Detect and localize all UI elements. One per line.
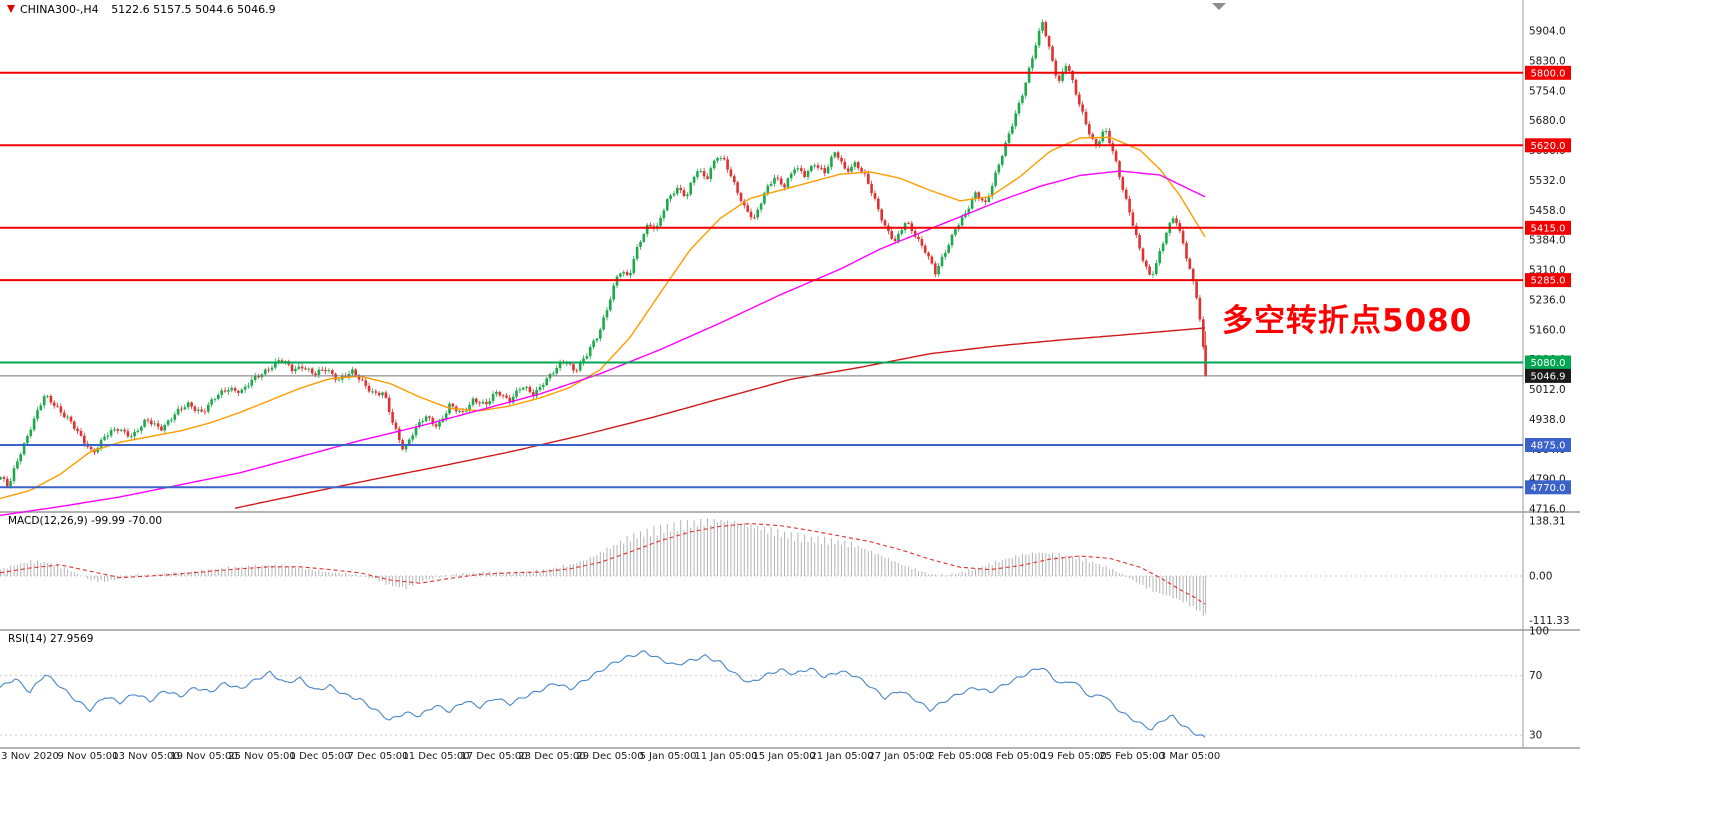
- price-axis-label: 4716.0: [1529, 504, 1566, 516]
- panel-frame: [0, 0, 1580, 749]
- ma-slow-red: [234, 327, 1206, 509]
- price-tags-layer: 5800.0 5620.0 5415.0 5285.0 5080.0 4875.0 4770…: [1525, 65, 1571, 495]
- price-axis-label: 5458.0: [1529, 205, 1566, 217]
- svg-text:5800.0: 5800.0: [1531, 68, 1566, 79]
- macd-axis-label: -111.33: [1529, 615, 1570, 627]
- macd-signal-line: [0, 523, 1206, 605]
- time-axis-label: 15 Jan 05:00: [752, 751, 815, 762]
- price-tag-4770.0: 4770.0: [1525, 480, 1571, 495]
- price-axis-label: 5830.0: [1529, 55, 1566, 67]
- svg-text:5415.0: 5415.0: [1531, 223, 1566, 234]
- svg-text:5620.0: 5620.0: [1531, 141, 1566, 152]
- time-axis-label: 17 Dec 05:00: [460, 751, 527, 762]
- rsi-indicator-label: RSI(14) 27.9569: [8, 633, 94, 645]
- rsi-line: [0, 650, 1206, 738]
- time-axis-label: 25 Feb 05:00: [1099, 751, 1165, 762]
- price-axis-label: 4938.0: [1529, 414, 1566, 426]
- symbol-info-bar: CHINA300-,H4 5122.6 5157.5 5044.6 5046.9: [20, 3, 276, 16]
- price-tag-5046.9: 5046.9: [1525, 368, 1571, 383]
- time-axis-label: 27 Jan 05:00: [868, 751, 931, 762]
- time-axis-label: 21 Jan 05:00: [810, 751, 873, 762]
- bar-shift-marker-icon[interactable]: [1212, 3, 1226, 10]
- turning-point-annotation: 多空转折点5080: [1222, 303, 1473, 339]
- time-axis-label: 9 Nov 05:00: [57, 751, 118, 762]
- price-tag-4875.0: 4875.0: [1525, 438, 1571, 452]
- ohlc-values: 5122.6 5157.5 5044.6 5046.9: [111, 3, 276, 16]
- time-axis-label: 13 Nov 05:00: [112, 751, 179, 762]
- price-axis-label: 5384.0: [1529, 235, 1566, 247]
- rsi-axis-label: 100: [1529, 626, 1549, 638]
- macd-axis-label: 138.31: [1529, 515, 1566, 527]
- svg-text:4875.0: 4875.0: [1531, 441, 1566, 452]
- ma-fast-orange: [0, 136, 1206, 500]
- ma-mid-magenta: [0, 170, 1206, 517]
- price-tag-5800.0: 5800.0: [1525, 65, 1571, 80]
- rsi-axis-label: 30: [1529, 730, 1542, 742]
- rsi-panel: 100 70 30: [0, 626, 1549, 742]
- symbol-marker-icon: [7, 5, 15, 13]
- time-axis-label: 23 Dec 05:00: [518, 751, 585, 762]
- time-axis-label: 7 Dec 05:00: [348, 751, 409, 762]
- price-axis-label: 5680.0: [1529, 115, 1566, 127]
- price-tag-5080.0: 5080.0: [1525, 355, 1571, 370]
- candles-layer: [0, 19, 1207, 489]
- price-axis-label: 5160.0: [1529, 324, 1566, 336]
- symbol-period-label: CHINA300-,H4: [20, 3, 99, 16]
- price-tag-5620.0: 5620.0: [1525, 138, 1571, 153]
- price-axis-label: 5236.0: [1529, 294, 1566, 306]
- price-axis-label: 5532.0: [1529, 175, 1566, 187]
- time-axis-label: 3 Nov 2020: [1, 751, 59, 762]
- svg-text:4770.0: 4770.0: [1531, 483, 1566, 494]
- price-axis-label: 5754.0: [1529, 85, 1566, 97]
- time-axis-label: 5 Jan 05:00: [640, 751, 697, 762]
- time-axis-label: 19 Feb 05:00: [1041, 751, 1107, 762]
- time-axis-label: 3 Mar 05:00: [1160, 751, 1220, 762]
- moving-averages-layer: [0, 136, 1206, 517]
- svg-text:5080.0: 5080.0: [1531, 358, 1566, 369]
- time-axis-label: 2 Feb 05:00: [928, 751, 987, 762]
- time-axis-label: 8 Feb 05:00: [986, 751, 1045, 762]
- time-axis-label: 11 Jan 05:00: [694, 751, 757, 762]
- time-axis-label: 1 Dec 05:00: [290, 751, 351, 762]
- time-axis-label: 29 Dec 05:00: [576, 751, 643, 762]
- price-tag-5415.0: 5415.0: [1525, 220, 1571, 235]
- svg-text:5046.9: 5046.9: [1531, 371, 1566, 382]
- macd-panel: 138.31 0.00 -111.33: [0, 515, 1570, 627]
- time-axis-label: 25 Nov 05:00: [228, 751, 295, 762]
- time-axis-label: 11 Dec 05:00: [402, 751, 469, 762]
- price-axis-label: 5904.0: [1529, 26, 1566, 38]
- horizontal-levels-layer[interactable]: [0, 71, 1523, 489]
- macd-indicator-label: MACD(12,26,9) -99.99 -70.00: [8, 515, 163, 527]
- time-axis-label: 19 Nov 05:00: [170, 751, 237, 762]
- price-axis-label: 5012.0: [1529, 384, 1566, 396]
- rsi-axis-label: 70: [1529, 670, 1542, 682]
- macd-axis-label: 0.00: [1529, 571, 1552, 583]
- svg-text:5285.0: 5285.0: [1531, 276, 1566, 287]
- price-tag-5285.0: 5285.0: [1525, 273, 1571, 288]
